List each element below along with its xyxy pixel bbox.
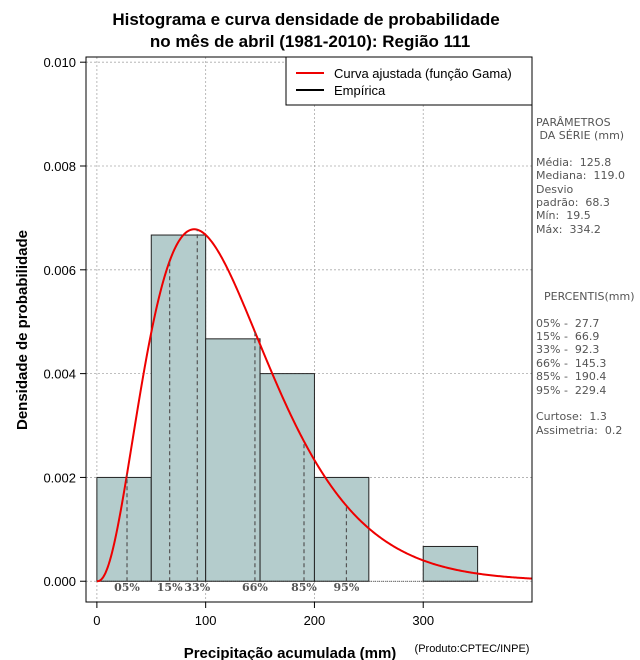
params-title-line2: DA SÉRIE (mm): [536, 129, 625, 143]
chart-subtitle: no mês de abril (1981-2010): Região 111: [150, 32, 470, 51]
chart-title: Histograma e curva densidade de probabil…: [112, 10, 499, 29]
legend-empirica-label: Empírica: [334, 83, 386, 98]
stat-mediana: Mediana: 119.0: [536, 169, 625, 183]
stat-assimetria: Assimetria: 0.2: [536, 423, 623, 437]
params-title-line1: PARÂMETROS: [536, 116, 611, 129]
stat-max: Máx: 334.2: [536, 222, 601, 236]
stat-desvio-label: Desvio: [536, 182, 574, 196]
stat-desvio-value: padrão: 68.3: [536, 196, 610, 210]
histogram-bar-4: [313, 476, 370, 582]
percentile-label-95: 95%: [334, 581, 360, 594]
x-axis-label: Precipitação acumulada (mm): [184, 645, 397, 660]
legend: Curva ajustada (função Gama) Empírica: [285, 56, 533, 106]
legend-gamma-label: Curva ajustada (função Gama): [334, 66, 512, 81]
y-tick-label-2: 0.004: [43, 367, 76, 382]
histogram-bars: [96, 234, 479, 582]
stat-curtose: Curtose: 1.3: [536, 410, 607, 424]
percentile-label-15: 15%: [157, 581, 183, 594]
y-tick-label-5: 0.010: [43, 55, 76, 70]
percentis-title: PERCENTIS(mm): [544, 290, 635, 304]
percentile-label-33: 33%: [184, 581, 210, 594]
y-axis-label: Densidade de probabilidade: [14, 230, 31, 430]
percentile-label-85: 85%: [291, 581, 317, 594]
statistics-panel: PARÂMETROS DA SÉRIE (mm) Média: 125.8 Me…: [536, 116, 640, 437]
x-axis: 0 100 200 300: [93, 602, 434, 628]
y-tick-label-3: 0.006: [43, 263, 76, 278]
percentil-05: 05% - 27.7: [536, 316, 600, 330]
histogram-bar-2: [205, 338, 261, 582]
x-tick-label-2: 200: [304, 613, 326, 628]
percentil-33: 33% - 92.3: [536, 343, 600, 357]
percentile-label-05: 05%: [114, 581, 140, 594]
legend-box: [285, 56, 533, 106]
stat-min: Mín: 19.5: [536, 209, 591, 223]
y-tick-label-0: 0.000: [43, 574, 76, 589]
percentil-66: 66% - 145.3: [536, 356, 607, 370]
y-axis: 0.000 0.002 0.004 0.006 0.008 0.010: [43, 55, 86, 589]
percentil-15: 15% - 66.9: [536, 330, 600, 344]
x-tick-label-0: 0: [93, 613, 100, 628]
x-tick-label-3: 300: [412, 613, 434, 628]
gamma-curve-layer: [96, 228, 533, 583]
credit-text: (Produto:CPTEC/INPE): [415, 643, 530, 655]
percentile-layer: 05% 15% 33% 66% 85% 95%: [114, 229, 360, 594]
percentile-label-66: 66%: [242, 581, 268, 594]
x-tick-label-1: 100: [195, 613, 217, 628]
y-tick-label-1: 0.002: [43, 470, 76, 485]
percentil-95: 95% - 229.4: [536, 383, 607, 397]
y-tick-label-4: 0.008: [43, 159, 76, 174]
stat-media: Média: 125.8: [536, 155, 612, 169]
gamma-curve: [96, 228, 533, 583]
percentil-85: 85% - 190.4: [536, 370, 607, 384]
histogram-bar-3: [259, 373, 315, 582]
